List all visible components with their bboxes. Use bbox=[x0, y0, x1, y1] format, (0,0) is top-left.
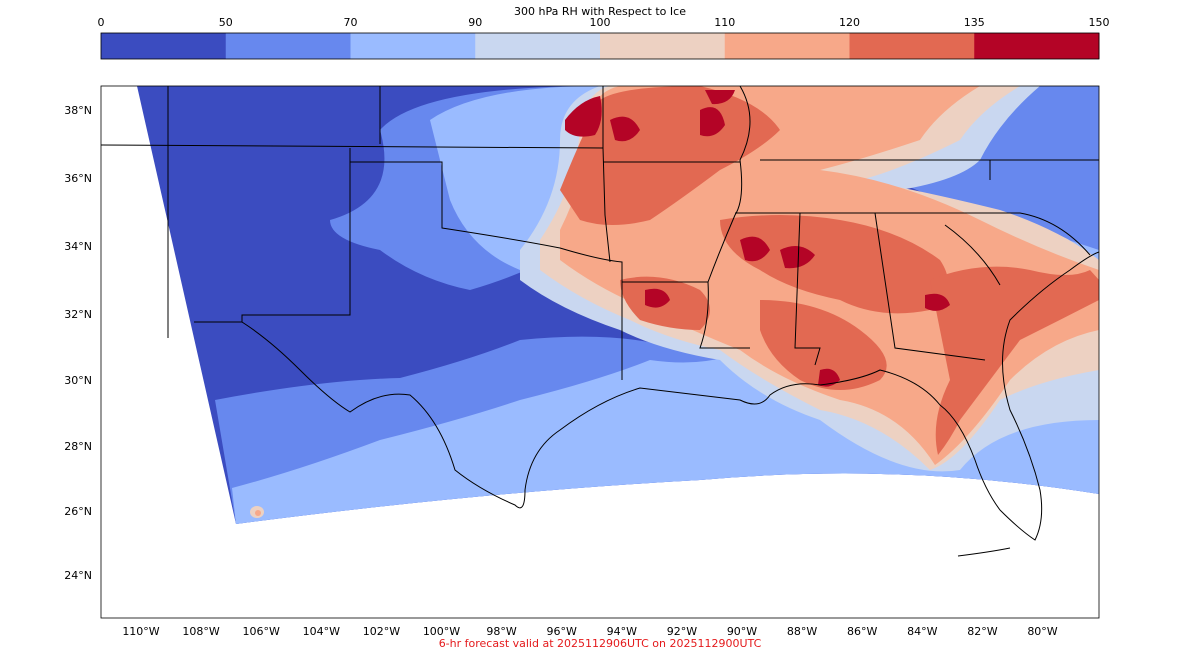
latitude-label: 32°N bbox=[64, 308, 92, 321]
longitude-label: 92°W bbox=[667, 625, 697, 638]
longitude-label: 84°W bbox=[907, 625, 937, 638]
state-borders bbox=[101, 86, 1099, 380]
longitude-label: 94°W bbox=[607, 625, 637, 638]
latitude-labels: 38°N 36°N 34°N 32°N 30°N 28°N 26°N 24°N bbox=[64, 104, 92, 582]
rh-spot-southwest bbox=[250, 506, 264, 518]
colorbar-bin bbox=[101, 33, 227, 59]
latitude-label: 30°N bbox=[64, 374, 92, 387]
map-panel bbox=[101, 86, 1099, 618]
longitude-label: 98°W bbox=[486, 625, 516, 638]
colorbar-bin bbox=[350, 33, 476, 59]
longitude-label: 106°W bbox=[243, 625, 280, 638]
rh-band-135-150 bbox=[565, 90, 950, 387]
florida-keys bbox=[957, 547, 1011, 557]
colorbar-frame bbox=[100, 32, 1100, 60]
colorbar-bin bbox=[849, 33, 975, 59]
latitude-label: 34°N bbox=[64, 240, 92, 253]
latitude-label: 38°N bbox=[64, 104, 92, 117]
colorbar-tick-label: 100 bbox=[590, 16, 611, 29]
forecast-valid-label: 6-hr forecast valid at 2025112906UTC on … bbox=[439, 637, 762, 650]
longitude-label: 82°W bbox=[967, 625, 997, 638]
colorbar bbox=[101, 33, 1100, 59]
longitude-label: 108°W bbox=[182, 625, 219, 638]
colorbar-bin bbox=[724, 33, 850, 59]
colorbar-tick-label: 70 bbox=[344, 16, 358, 29]
colorbar-bin bbox=[225, 33, 351, 59]
longitude-label: 86°W bbox=[847, 625, 877, 638]
colorbar-ticks: 0 50 70 90 100 110 120 135 150 bbox=[98, 16, 1110, 29]
longitude-label: 80°W bbox=[1027, 625, 1057, 638]
latitude-label: 36°N bbox=[64, 172, 92, 185]
latitude-label: 24°N bbox=[64, 569, 92, 582]
colorbar-tick-label: 0 bbox=[98, 16, 105, 29]
colorbar-bin bbox=[600, 33, 726, 59]
longitude-label: 88°W bbox=[787, 625, 817, 638]
longitude-label: 104°W bbox=[303, 625, 340, 638]
coastline bbox=[241, 251, 1099, 541]
colorbar-tick-label: 120 bbox=[839, 16, 860, 29]
latitude-label: 28°N bbox=[64, 440, 92, 453]
colorbar-title: 300 hPa RH with Respect to Ice bbox=[514, 5, 686, 18]
colorbar-bin bbox=[974, 33, 1100, 59]
colorbar-tick-label: 135 bbox=[964, 16, 985, 29]
colorbar-tick-label: 50 bbox=[219, 16, 233, 29]
colorbar-tick-label: 150 bbox=[1089, 16, 1110, 29]
colorbar-tick-label: 90 bbox=[468, 16, 482, 29]
longitude-labels: 110°W 108°W 106°W 104°W 102°W 100°W 98°W 96°W 94… bbox=[122, 625, 1057, 638]
colorbar-bin bbox=[475, 33, 601, 59]
latitude-label: 26°N bbox=[64, 505, 92, 518]
longitude-label: 90°W bbox=[727, 625, 757, 638]
longitude-label: 100°W bbox=[423, 625, 460, 638]
map-frame bbox=[100, 85, 1100, 619]
longitude-label: 102°W bbox=[363, 625, 400, 638]
longitude-label: 110°W bbox=[122, 625, 159, 638]
longitude-label: 96°W bbox=[547, 625, 577, 638]
colorbar-tick-label: 110 bbox=[714, 16, 735, 29]
